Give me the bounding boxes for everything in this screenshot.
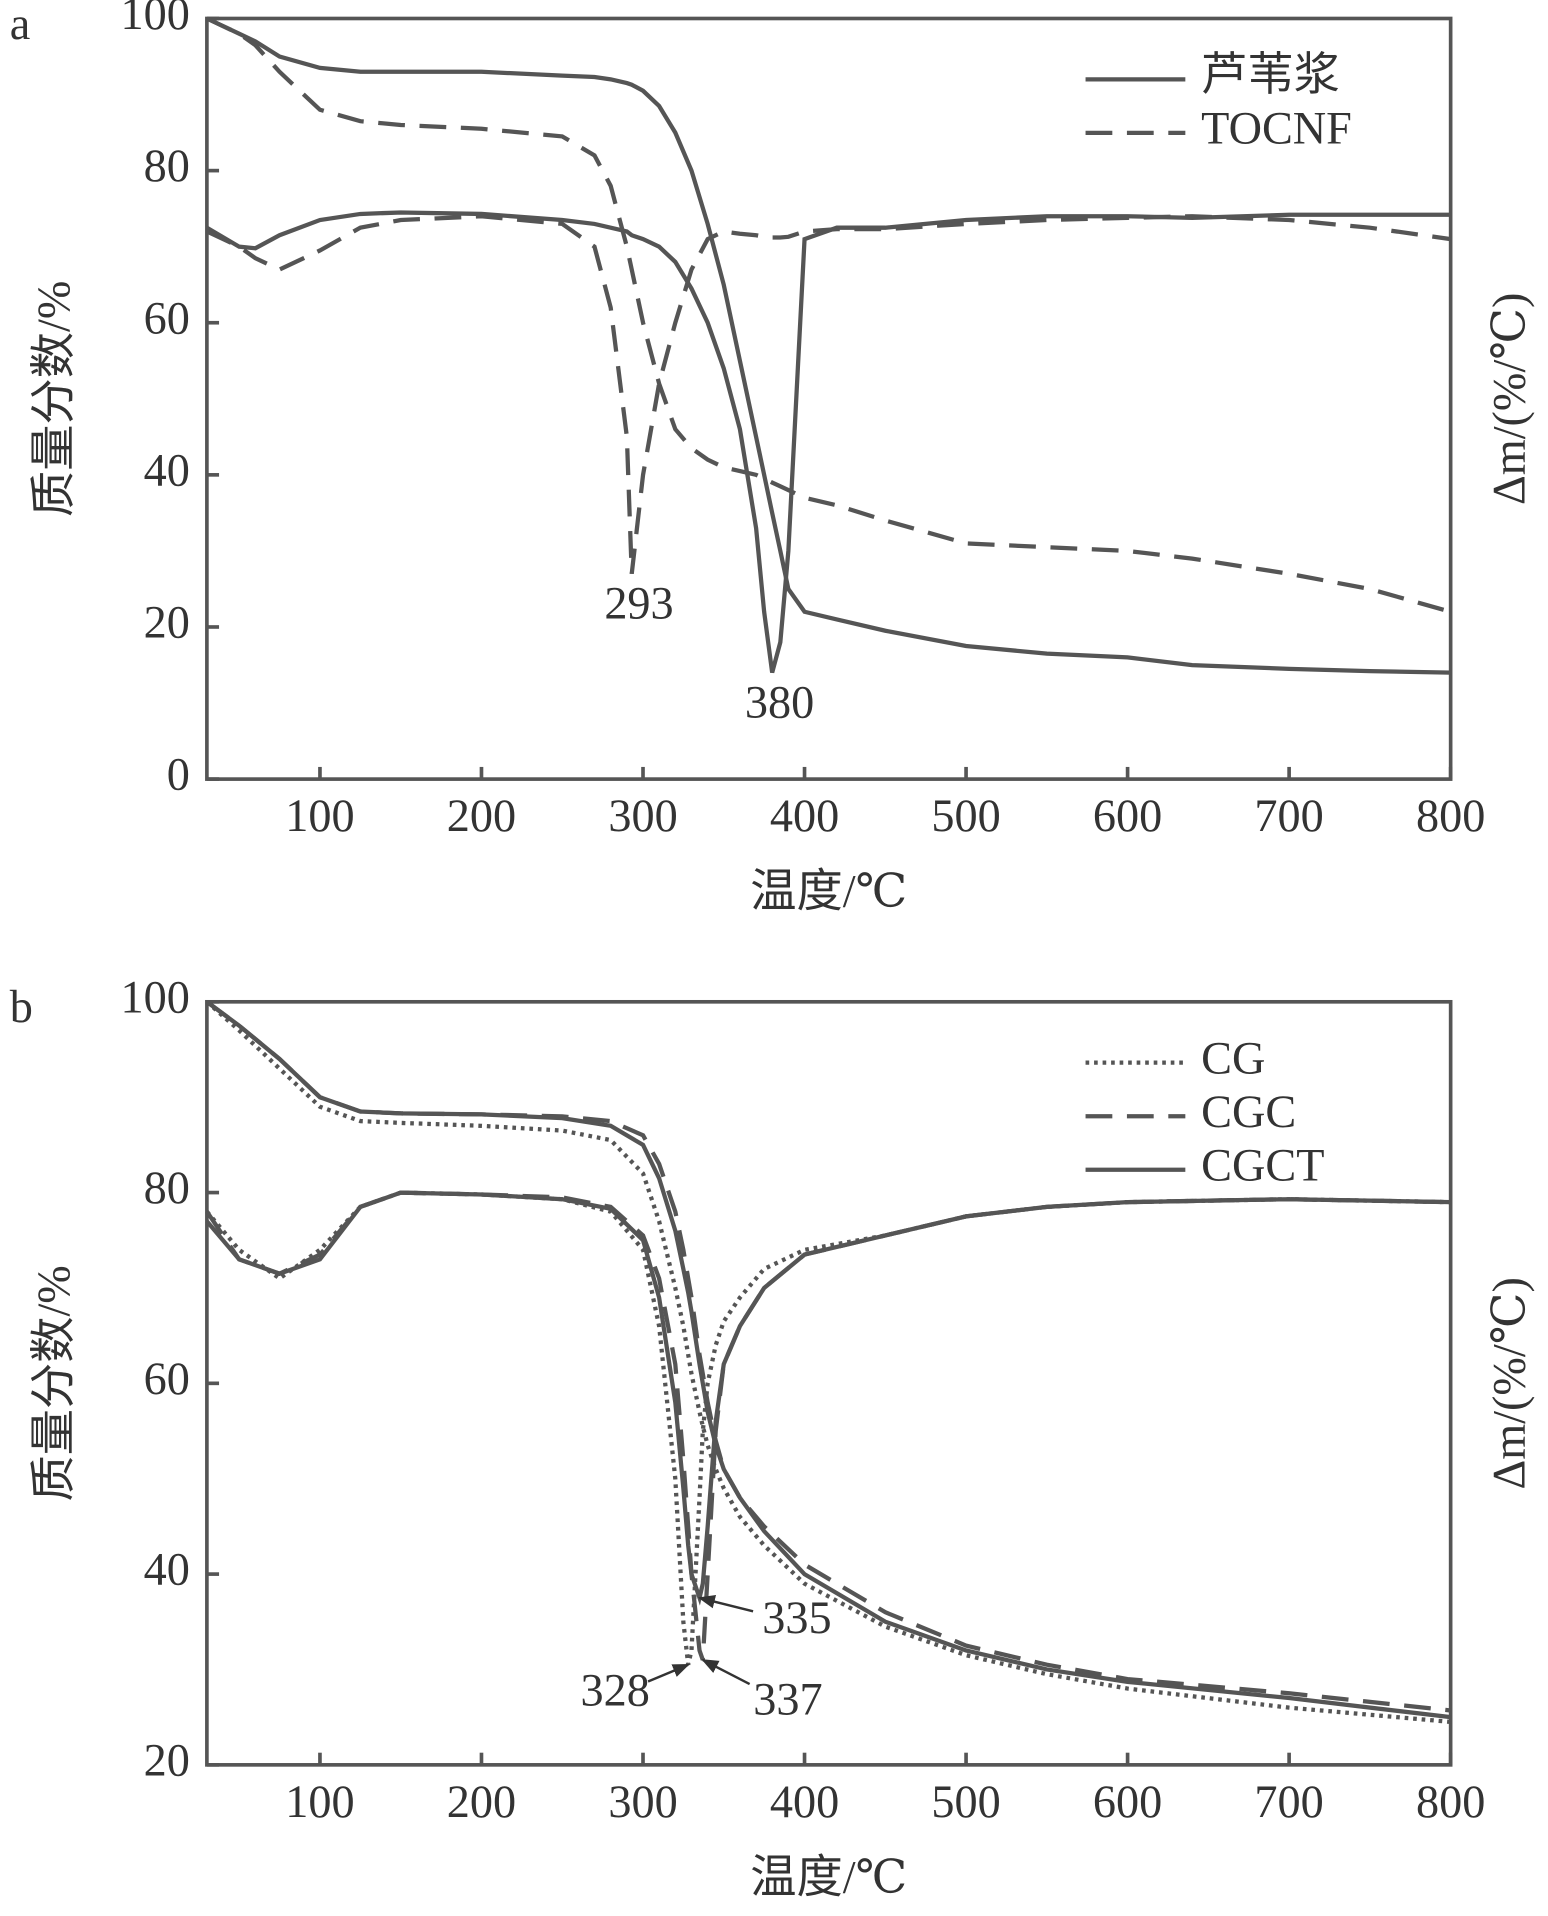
y-tick-label: 80 [144,1163,190,1214]
x-tick-label: 700 [1254,1777,1323,1828]
x-tick-label: 600 [1093,1777,1162,1828]
y-tick-label: 20 [144,1735,190,1786]
x-tick-label: 200 [447,1777,516,1828]
y-tick-label: 0 [167,750,190,801]
data-line [205,16,1452,614]
legend-label: TOCNF [1201,103,1352,154]
annotation-arrow [697,1595,754,1613]
x-tick-label: 400 [770,791,839,842]
x-tick-label: 800 [1416,791,1485,842]
panel-label: a [10,0,31,50]
x-tick-label: 600 [1093,791,1162,842]
data-line [205,1190,1451,1606]
legend-label: CGC [1201,1087,1296,1138]
data-line [205,1000,1451,1720]
annotation-arrow [701,1658,751,1686]
x-tick-label: 100 [285,1777,354,1828]
annotation: 328 [581,1666,650,1717]
y-tick-label: 60 [144,293,190,344]
data-line [205,210,1451,674]
x-tick-label: 800 [1416,1777,1485,1828]
x-tick-label: 400 [770,1777,839,1828]
legend-label: 芦苇浆 [1201,50,1340,101]
annotation: 293 [604,578,673,629]
x-tick-label: 500 [931,791,1000,842]
y-tick-label: 100 [120,0,189,40]
y-tick-label: 60 [144,1354,190,1405]
annotation-arrow [647,1663,690,1683]
data-line [205,1000,1451,1725]
y-tick-label: 80 [144,141,190,192]
y-axis-title: 质量分数/% [29,281,80,517]
y-tick-label: 100 [120,972,189,1023]
y2-axis-title: Δm/(%/℃) [1485,1277,1536,1489]
x-axis-title: 温度/℃ [750,1852,907,1903]
y2-axis-title: Δm/(%/℃) [1485,293,1536,505]
panel-label: b [10,982,33,1033]
x-tick-label: 200 [447,791,516,842]
annotation: 335 [762,1593,831,1644]
x-axis-title: 温度/℃ [750,867,907,918]
legend-label: CGCT [1201,1140,1324,1191]
x-tick-label: 300 [608,1777,677,1828]
plot-frame [205,16,1453,781]
annotation: 380 [745,678,814,729]
annotation: 337 [753,1674,822,1725]
x-tick-label: 700 [1254,791,1323,842]
data-line [205,16,1451,675]
y-tick-label: 40 [144,1545,190,1596]
x-tick-label: 300 [608,791,677,842]
y-tick-label: 20 [144,598,190,649]
x-tick-label: 100 [285,791,354,842]
y-tick-label: 40 [144,445,190,496]
x-tick-label: 500 [931,1777,1000,1828]
data-line [205,214,1451,575]
legend-label: CG [1201,1033,1265,1084]
y-axis-title: 质量分数/% [29,1265,80,1501]
